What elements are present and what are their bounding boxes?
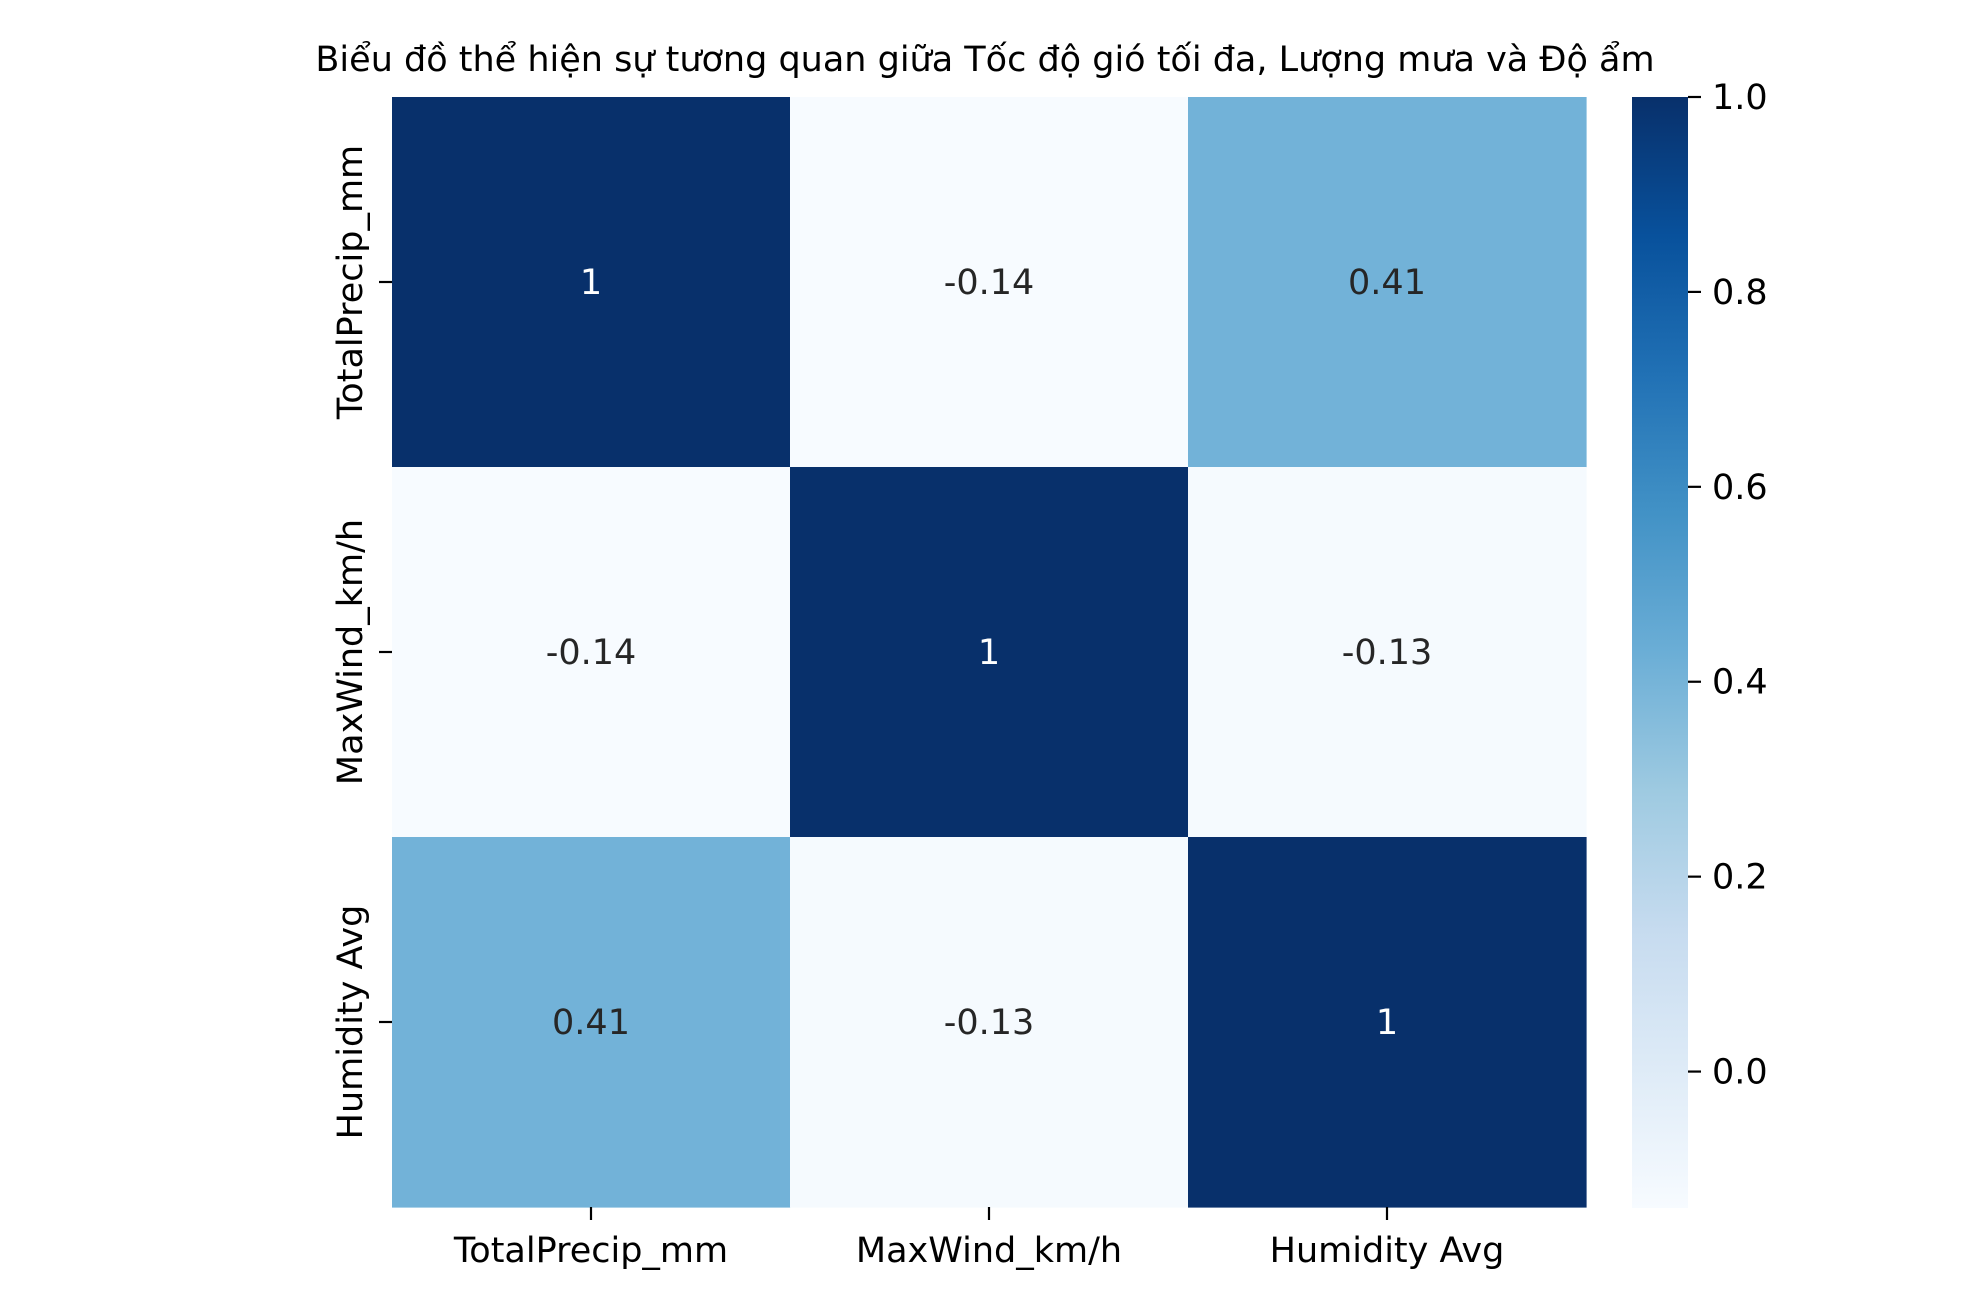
heatmap-cell-r1-c1 [790,467,1189,838]
colorbar-tick-label-0-6: 0.6 [1712,468,1768,508]
cell-annotation-r2-c2: 1 [1376,1003,1398,1043]
colorbar-tick-label-0-8: 0.8 [1712,273,1768,313]
x-tick-label-humidity-avg: Humidity Avg [1270,1231,1505,1271]
heatmap-cell-r2-c2 [1188,837,1587,1208]
heatmap-cell-r2-c0 [392,837,791,1208]
x-tick-label-totalprecip-mm: TotalPrecip_mm [453,1231,728,1271]
y-axis: TotalPrecip_mm MaxWind_km/h Humidity Avg [331,145,392,1139]
colorbar-tick-label-0-0: 0.0 [1712,1053,1768,1093]
colorbar-gradient [1632,97,1688,1208]
cell-annotation-r0-c2: 0.41 [1348,263,1426,303]
y-tick-label-humidity-avg: Humidity Avg [331,905,371,1140]
colorbar-tick-label-1-0: 1.0 [1712,78,1768,118]
y-tick-label-maxwind-km-h: MaxWind_km/h [331,519,371,785]
y-tick-label-totalprecip-mm: TotalPrecip_mm [331,145,371,420]
heatmap-cell-r1-c0 [392,467,791,838]
colorbar: 0.0 0.2 0.4 0.6 0.8 1.0 [1632,78,1768,1208]
heatmap-annotations: 1 -0.14 0.41 -0.14 1 -0.13 0.41 -0.13 1 [546,263,1433,1043]
chart-title: Biểu đồ thể hiện sự tương quan giữa Tốc … [315,39,1654,80]
heatmap-cell-r0-c0 [392,97,791,468]
colorbar-tick-label-0-4: 0.4 [1712,663,1768,703]
cell-annotation-r2-c0: 0.41 [552,1003,630,1043]
cell-annotation-r1-c1: 1 [978,633,1000,673]
cell-annotation-r1-c0: -0.14 [546,633,637,673]
cell-annotation-r2-c1: -0.13 [944,1003,1035,1043]
cell-annotation-r1-c2: -0.13 [1342,633,1433,673]
x-tick-label-maxwind-km-h: MaxWind_km/h [856,1231,1122,1271]
colorbar-tick-label-0-2: 0.2 [1712,858,1768,898]
heatmap-cell-r1-c2 [1188,467,1587,838]
heatmap-cell-r2-c1 [790,837,1189,1208]
cell-annotation-r0-c0: 1 [580,263,602,303]
cell-annotation-r0-c1: -0.14 [944,263,1035,303]
x-axis: TotalPrecip_mm MaxWind_km/h Humidity Avg [453,1207,1504,1271]
heatmap-cell-r0-c1 [790,97,1189,468]
heatmap-cell-r0-c2 [1188,97,1587,468]
heatmap-cells [392,97,1587,1208]
